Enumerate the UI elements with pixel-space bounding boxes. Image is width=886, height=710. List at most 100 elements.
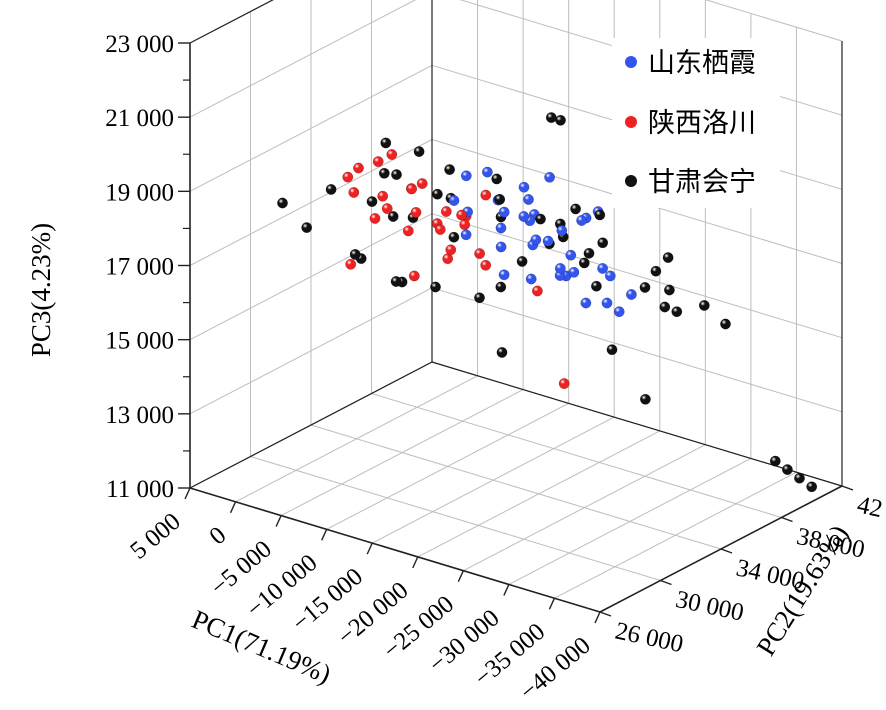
data-point-gansu xyxy=(301,222,313,234)
data-point-gansu xyxy=(516,255,528,267)
legend-marker-shaanxi xyxy=(625,116,637,128)
data-point-gansu xyxy=(349,248,361,260)
wall-grid-line xyxy=(189,139,433,266)
data-point-shaanxi xyxy=(434,224,446,235)
data-point-gansu xyxy=(535,213,546,225)
data-point-shandong xyxy=(525,273,537,285)
data-point-gansu xyxy=(794,472,805,484)
data-point-gansu xyxy=(639,393,651,405)
data-point-gansu xyxy=(606,344,618,356)
x-tick-mark xyxy=(594,611,601,624)
data-point-gansu xyxy=(662,252,674,264)
z-tick-label: 15 000 xyxy=(105,328,174,355)
legend-item-gansu: 甘肃会宁 xyxy=(625,167,756,198)
data-point-shandong xyxy=(542,235,554,247)
x-tick-mark xyxy=(275,515,282,527)
x-tick-mark xyxy=(412,556,419,569)
legend-label-shandong: 山东栖霞 xyxy=(648,48,756,79)
floor-grid-line xyxy=(310,424,722,550)
data-point-shandong xyxy=(580,297,592,309)
data-point-shandong xyxy=(544,171,556,183)
data-point-shandong xyxy=(601,297,613,309)
y-tick-label: 42 000 xyxy=(855,491,886,532)
legend-label-shaanxi: 陕西洛川 xyxy=(648,108,756,139)
data-point-shaanxi xyxy=(342,171,354,183)
y-tick-mark xyxy=(599,611,612,617)
data-point-gansu xyxy=(597,237,609,249)
data-point-gansu xyxy=(720,318,731,330)
data-point-gansu xyxy=(444,164,456,176)
wall-grid-line xyxy=(189,64,433,192)
legend-item-shaanxi: 陕西洛川 xyxy=(625,108,756,139)
legend-marker-gansu xyxy=(625,175,637,187)
data-point-gansu xyxy=(491,173,503,185)
data-point-shandong xyxy=(448,195,460,206)
data-point-gansu xyxy=(474,292,485,304)
data-point-shandong xyxy=(576,215,588,226)
chart-data-points xyxy=(277,112,818,493)
z-axis-title: PC3(4.23%) xyxy=(26,223,56,357)
data-point-gansu xyxy=(594,209,606,221)
data-point-shandong xyxy=(518,211,530,222)
data-point-gansu xyxy=(391,169,402,181)
data-point-shaanxi xyxy=(416,178,428,190)
y-tick-mark xyxy=(660,579,672,586)
data-point-shaanxi xyxy=(406,183,418,195)
data-point-shaanxi xyxy=(531,285,543,297)
legend-background xyxy=(612,38,780,208)
wall-grid-line xyxy=(189,0,417,118)
y-tick-mark xyxy=(781,516,793,523)
data-point-gansu xyxy=(671,306,683,318)
legend-marker-shandong xyxy=(625,56,637,68)
x-tick-mark xyxy=(229,501,237,514)
data-point-gansu xyxy=(378,167,390,179)
data-point-gansu xyxy=(806,481,818,493)
floor-edge-line xyxy=(431,361,843,487)
y-tick-label: 30 000 xyxy=(673,586,746,627)
data-point-gansu xyxy=(448,231,460,243)
data-point-shandong xyxy=(568,266,580,278)
data-point-gansu xyxy=(494,193,506,205)
data-point-gansu xyxy=(325,183,337,195)
x-tick-mark xyxy=(184,487,191,500)
data-point-gansu xyxy=(659,301,671,313)
data-point-shandong xyxy=(625,289,637,300)
data-point-shaanxi xyxy=(377,190,389,202)
data-point-gansu xyxy=(639,281,651,293)
data-point-gansu xyxy=(380,137,392,149)
data-point-gansu xyxy=(277,197,288,209)
wall-grid-line xyxy=(189,287,433,415)
y-tick-label: 26 000 xyxy=(613,617,686,658)
data-point-shaanxi xyxy=(480,259,492,271)
data-point-shaanxi xyxy=(410,206,422,218)
data-point-shaanxi xyxy=(348,186,360,198)
data-point-shaanxi xyxy=(372,156,384,168)
data-point-shaanxi xyxy=(408,270,420,282)
data-point-gansu xyxy=(366,196,378,208)
data-point-shaanxi xyxy=(440,206,452,217)
top-edge-line xyxy=(189,0,274,44)
legend-label-gansu: 甘肃会宁 xyxy=(648,167,756,198)
data-point-shaanxi xyxy=(445,244,457,256)
data-point-gansu xyxy=(781,464,793,476)
data-point-shandong xyxy=(481,166,493,178)
data-point-gansu xyxy=(769,455,781,467)
data-point-shaanxi xyxy=(353,162,364,174)
data-point-shandong xyxy=(518,181,530,193)
wall-grid-line xyxy=(431,287,843,413)
data-point-gansu xyxy=(390,276,402,287)
x-tick-mark xyxy=(503,584,510,596)
data-point-gansu xyxy=(431,188,443,200)
chart-legend: 山东栖霞 陕西洛川 甘肃会宁 xyxy=(612,38,780,208)
data-point-gansu xyxy=(496,346,508,358)
data-point-shandong xyxy=(530,234,542,246)
data-point-gansu xyxy=(413,146,425,158)
data-point-shandong xyxy=(460,229,472,241)
data-point-shandong xyxy=(597,262,609,274)
data-point-gansu xyxy=(663,284,675,296)
data-point-gansu xyxy=(430,281,441,293)
chart-tick-marks xyxy=(178,42,854,624)
data-point-shandong xyxy=(498,269,510,281)
data-point-gansu xyxy=(555,114,566,126)
